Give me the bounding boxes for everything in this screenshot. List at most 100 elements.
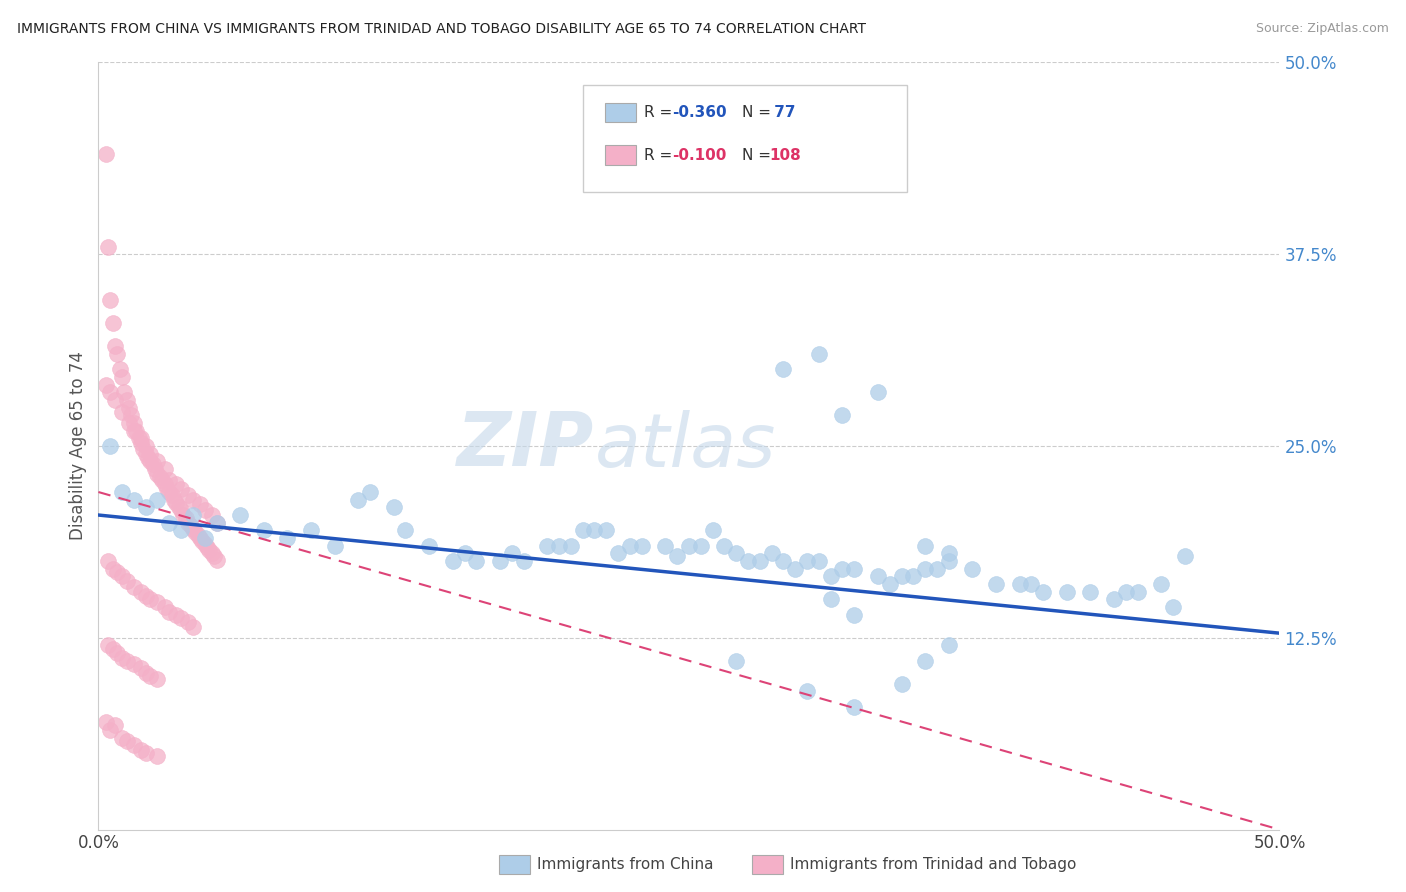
Point <box>382 500 405 515</box>
Point <box>903 569 925 583</box>
Point <box>187 528 209 542</box>
Point <box>796 554 818 568</box>
Point <box>97 639 120 653</box>
Point <box>181 508 204 522</box>
Point <box>153 477 176 491</box>
Point <box>139 592 162 607</box>
Point <box>879 577 901 591</box>
Text: IMMIGRANTS FROM CHINA VS IMMIGRANTS FROM TRINIDAD AND TOBAGO DISABILITY AGE 65 T: IMMIGRANTS FROM CHINA VS IMMIGRANTS FROM… <box>17 22 866 37</box>
Point <box>560 539 582 553</box>
Point <box>104 339 127 353</box>
Point <box>1032 584 1054 599</box>
Point <box>181 620 204 634</box>
Point <box>938 639 960 653</box>
Point <box>347 492 370 507</box>
Point <box>820 592 842 607</box>
Point <box>160 488 183 502</box>
Point <box>844 607 866 622</box>
Point <box>172 508 194 522</box>
Point <box>689 539 711 553</box>
Point <box>299 524 322 538</box>
Point <box>157 516 180 530</box>
Point <box>122 416 145 430</box>
Text: N =: N = <box>742 148 776 162</box>
Point <box>105 347 128 361</box>
Point <box>170 524 193 538</box>
Point <box>165 607 187 622</box>
Point <box>146 467 169 481</box>
Point <box>713 539 735 553</box>
Point <box>1056 584 1078 599</box>
Point <box>807 554 830 568</box>
Point <box>165 477 187 491</box>
Point <box>177 488 200 502</box>
Point <box>139 454 162 468</box>
Point <box>501 546 523 560</box>
Point <box>105 646 128 660</box>
Point <box>149 469 172 483</box>
Point <box>441 554 464 568</box>
Point <box>129 431 152 445</box>
Point <box>188 531 211 545</box>
Point <box>98 293 121 308</box>
Text: -0.360: -0.360 <box>672 105 727 120</box>
Point <box>156 482 179 496</box>
Text: -0.100: -0.100 <box>672 148 727 162</box>
Point <box>276 531 298 545</box>
Point <box>194 537 217 551</box>
Point <box>181 522 204 536</box>
Point <box>666 549 689 564</box>
Text: ZIP: ZIP <box>457 409 595 483</box>
Point <box>1161 600 1184 615</box>
Point <box>118 401 141 415</box>
Point <box>796 684 818 698</box>
Point <box>111 731 134 745</box>
Point <box>98 439 121 453</box>
Point <box>135 500 157 515</box>
Point <box>548 539 571 553</box>
Point <box>748 554 770 568</box>
Point <box>914 539 936 553</box>
Point <box>125 424 148 438</box>
Point <box>111 485 134 500</box>
Point <box>143 462 166 476</box>
Point <box>94 377 117 392</box>
Point <box>157 473 180 487</box>
Point <box>772 554 794 568</box>
Point <box>146 672 169 686</box>
Point <box>678 539 700 553</box>
Point <box>146 748 169 763</box>
Point <box>150 473 173 487</box>
Point <box>101 641 124 656</box>
Point <box>984 577 1007 591</box>
Point <box>890 677 912 691</box>
Point <box>866 385 889 400</box>
Text: Immigrants from Trinidad and Tobago: Immigrants from Trinidad and Tobago <box>790 857 1077 871</box>
Point <box>512 554 534 568</box>
Point <box>170 482 193 496</box>
Point <box>139 669 162 683</box>
Point <box>1021 577 1043 591</box>
Point <box>108 362 131 376</box>
Point <box>761 546 783 560</box>
Point <box>323 539 346 553</box>
Point <box>619 539 641 553</box>
Point <box>1080 584 1102 599</box>
Point <box>112 385 135 400</box>
Point <box>111 569 134 583</box>
Point <box>785 562 807 576</box>
Point <box>177 615 200 630</box>
Point <box>772 362 794 376</box>
Point <box>97 239 120 253</box>
Point <box>229 508 252 522</box>
Point <box>962 562 984 576</box>
Text: N =: N = <box>742 105 776 120</box>
Point <box>1008 577 1031 591</box>
Point <box>654 539 676 553</box>
Point <box>583 524 606 538</box>
Point <box>595 524 617 538</box>
Point <box>925 562 948 576</box>
Point <box>129 661 152 675</box>
Point <box>198 543 221 558</box>
Point <box>167 500 190 515</box>
